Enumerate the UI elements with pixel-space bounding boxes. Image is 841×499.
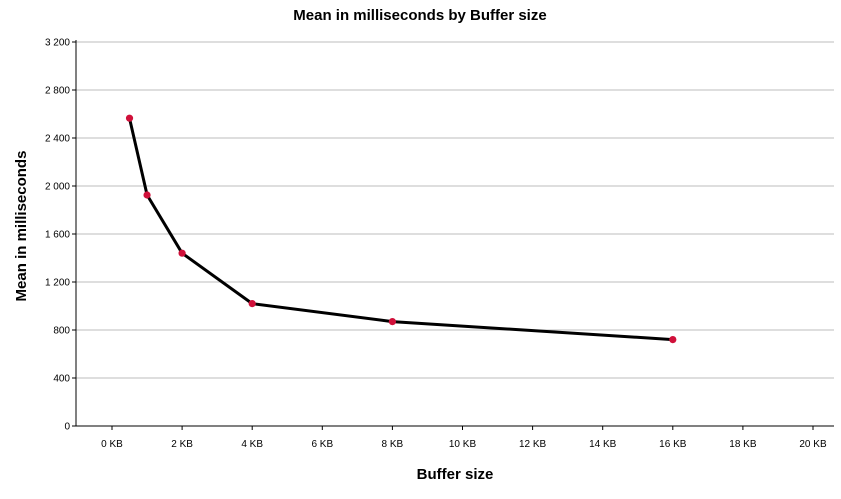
axes	[75, 40, 834, 427]
data-point	[143, 191, 151, 199]
data-point	[248, 300, 256, 308]
y-tick-label: 2 000	[45, 182, 70, 193]
x-tick-label: 0 KB	[101, 439, 123, 450]
y-tick-label: 3 200	[45, 38, 70, 49]
y-axis-ticks: 0 400 800 1 200 1 600 2 000 2 400 2 800 3 200	[45, 38, 76, 433]
y-tick-label: 0	[64, 422, 70, 433]
x-tick-label: 16 KB	[659, 439, 687, 450]
x-tick-label: 6 KB	[311, 439, 333, 450]
y-tick-label: 800	[53, 326, 70, 337]
x-tick-label: 10 KB	[449, 439, 477, 450]
data-point	[178, 249, 186, 257]
x-tick-label: 14 KB	[589, 439, 617, 450]
data-point	[125, 114, 134, 122]
y-axis-label: Mean in milliseconds	[13, 151, 30, 302]
y-tick-label: 1 600	[45, 230, 70, 241]
x-tick-label: 18 KB	[729, 439, 757, 450]
y-tick-label: 400	[53, 374, 70, 385]
y-tick-label: 2 800	[45, 86, 70, 97]
x-axis-ticks: 0 KB 2 KB 4 KB 6 KB 8 KB 10 KB 12 KB 14 KB 16 KB…	[101, 426, 827, 450]
gridlines	[76, 41, 834, 379]
data-point	[669, 336, 677, 344]
chart-title: Mean in milliseconds by Buffer size	[293, 7, 546, 24]
x-axis-label: Buffer size	[417, 466, 494, 483]
x-tick-label: 20 KB	[799, 439, 827, 450]
x-tick-label: 12 KB	[519, 439, 547, 450]
x-tick-label: 4 KB	[241, 439, 263, 450]
x-tick-label: 2 KB	[171, 439, 193, 450]
data-point	[388, 318, 396, 326]
y-tick-label: 2 400	[45, 134, 70, 145]
series	[125, 114, 677, 344]
series-line	[128, 116, 675, 342]
y-tick-label: 1 200	[45, 278, 70, 289]
x-tick-label: 8 KB	[382, 439, 404, 450]
